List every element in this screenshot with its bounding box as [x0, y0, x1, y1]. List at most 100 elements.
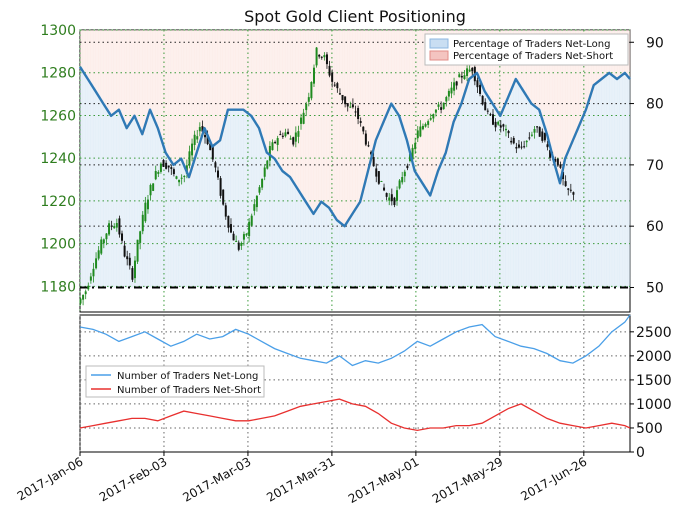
net-short-fill-bar: [178, 30, 182, 161]
candle-body: [222, 189, 225, 205]
net-long-fill-bar: [575, 134, 579, 288]
net-long-legend-swatch: [429, 38, 449, 49]
net-long-fill-bar: [225, 119, 229, 288]
net-long-fill-bar: [622, 74, 626, 288]
net-short-fill-bar: [251, 30, 255, 116]
net-long-fill-bar: [194, 160, 198, 288]
net-short-fill-bar: [264, 30, 268, 145]
net-long-fill-bar: [373, 150, 377, 288]
net-long-fill-bar: [604, 77, 607, 288]
net-long-fill-bar: [134, 115, 138, 288]
net-long-fill-bar: [131, 119, 135, 288]
net-short-fill-bar: [565, 30, 569, 159]
candle-body: [515, 147, 518, 149]
net-long-fill-bar: [528, 99, 532, 288]
net-long-fill-bar: [386, 115, 390, 288]
candle-body: [188, 151, 191, 166]
net-short-fill-bar: [95, 30, 99, 92]
net-long-fill-bar: [316, 209, 319, 288]
net-short-fill-bar: [181, 30, 185, 159]
net-long-fill-bar: [422, 183, 426, 288]
net-short-fill-bar: [562, 30, 566, 171]
net-short-fill-bar: [240, 30, 244, 110]
net-short-fill-bar: [98, 30, 102, 96]
candle-body: [258, 187, 261, 193]
candle-body: [390, 194, 393, 202]
net-short-fill-bar: [505, 30, 509, 104]
net-short-fill-bar: [80, 30, 83, 67]
net-long-fill-bar: [497, 111, 501, 288]
price-axis-ticks: 1180 1200 1220 1240 1260 1280 1300: [40, 23, 76, 295]
net-long-fill-bar: [188, 177, 192, 288]
net-short-fill-bar: [427, 30, 431, 192]
net-long-fill-bar: [209, 140, 213, 288]
net-short-fill-bar: [419, 30, 423, 180]
net-short-fill-bar: [235, 30, 239, 110]
net-long-fill-bar: [196, 152, 200, 288]
candle-body: [484, 102, 487, 111]
candle-body: [440, 107, 443, 110]
net-short-fill-bar: [279, 30, 283, 167]
candle-body: [281, 135, 284, 137]
net-long-fill-bar: [419, 179, 423, 288]
net-long-fill-bar: [383, 121, 387, 288]
net-short-fill-bar: [316, 30, 319, 210]
net-short-fill-bar: [334, 30, 338, 216]
price-tick-label: 1300: [40, 23, 76, 39]
net-long-fill-bar: [212, 146, 216, 288]
net-short-fill-bar: [373, 30, 377, 151]
net-short-fill-bar: [567, 30, 571, 153]
net-short-fill-bar: [495, 30, 498, 108]
net-long-fill-bar: [606, 74, 610, 288]
candle-body: [266, 160, 269, 169]
candle-body: [427, 121, 430, 125]
candle-body: [167, 165, 170, 168]
net-long-fill-bar: [505, 103, 509, 288]
net-long-fill-bar: [588, 101, 592, 288]
net-short-fill-bar: [131, 30, 135, 120]
candle-body: [263, 167, 266, 177]
net-long-fill-bar: [186, 171, 190, 288]
net-long-fill-bar: [611, 74, 615, 288]
net-long-fill-bar: [277, 162, 281, 288]
net-short-fill-bar: [277, 30, 281, 163]
net-short-fill-bar: [326, 30, 330, 206]
net-short-fill-bar: [492, 30, 496, 104]
net-short-fill-bar: [497, 30, 501, 112]
net-long-fill-bar: [155, 121, 159, 288]
candle-body: [385, 193, 388, 197]
net-short-fill-bar: [129, 30, 133, 124]
net-long-count-legend-label: Number of Traders Net-Long: [117, 371, 258, 382]
candle-body: [512, 137, 515, 144]
candle-body: [492, 114, 494, 125]
net-long-fill-bar: [445, 152, 449, 288]
candle-body: [357, 108, 360, 120]
net-long-fill-bar: [201, 136, 205, 288]
candle-body: [528, 137, 531, 139]
net-short-fill-bar: [544, 30, 548, 127]
net-short-fill-bar: [432, 30, 436, 188]
net-short-fill-bar: [134, 30, 138, 116]
net-short-fill-bar: [207, 30, 211, 135]
net-long-fill-bar: [308, 205, 312, 288]
net-long-fill-bar: [489, 99, 493, 288]
net-short-fill-bar: [217, 30, 221, 143]
net-short-fill-bar: [82, 30, 86, 71]
trader-count-tick-label: 1500: [636, 373, 672, 389]
bottom-legend-box: [85, 365, 265, 398]
net-short-fill-bar: [554, 30, 558, 165]
candle-body: [349, 106, 352, 108]
candle-body: [240, 242, 243, 246]
candle-body: [471, 67, 474, 72]
candle-body: [248, 221, 251, 237]
net-short-fill-bar: [321, 30, 325, 202]
price-tick-label: 1200: [40, 237, 76, 253]
candle-body: [401, 177, 404, 183]
net-long-fill-bar: [536, 107, 540, 288]
net-long-fill-bar: [427, 191, 431, 288]
net-short-fill-bar: [539, 30, 543, 110]
net-short-fill-bar: [256, 30, 260, 124]
trader-count-lines: [79, 314, 631, 432]
net-long-fill-bar: [357, 205, 361, 288]
net-short-fill-bar: [580, 30, 584, 122]
